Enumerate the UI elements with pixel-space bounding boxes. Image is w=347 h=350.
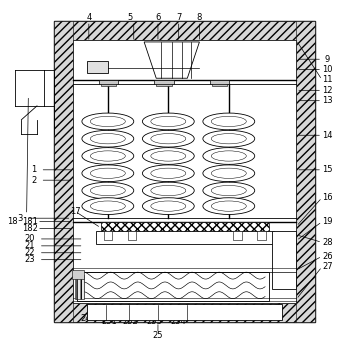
Ellipse shape xyxy=(211,186,246,196)
Text: 4: 4 xyxy=(86,13,92,22)
Ellipse shape xyxy=(82,182,134,199)
Ellipse shape xyxy=(82,198,134,215)
Bar xyxy=(210,80,229,84)
Text: 13: 13 xyxy=(322,96,333,105)
Bar xyxy=(87,61,108,73)
Bar xyxy=(212,84,227,86)
Ellipse shape xyxy=(203,130,255,147)
Text: 3: 3 xyxy=(17,214,23,223)
Text: 8: 8 xyxy=(197,13,202,22)
Bar xyxy=(54,21,73,322)
Text: 2: 2 xyxy=(31,176,36,185)
Text: 253: 253 xyxy=(146,317,162,327)
Ellipse shape xyxy=(90,186,125,196)
Bar xyxy=(54,21,315,40)
Ellipse shape xyxy=(151,134,186,144)
Text: 254: 254 xyxy=(171,317,187,327)
Bar xyxy=(257,231,266,240)
Text: 24: 24 xyxy=(80,314,91,323)
Ellipse shape xyxy=(82,130,134,147)
Ellipse shape xyxy=(151,116,186,127)
Text: 181: 181 xyxy=(22,217,38,226)
Text: 12: 12 xyxy=(322,86,332,95)
Text: 19: 19 xyxy=(322,217,332,226)
Ellipse shape xyxy=(151,186,186,196)
Ellipse shape xyxy=(151,151,186,161)
Text: 10: 10 xyxy=(322,65,332,74)
Text: 7: 7 xyxy=(176,13,181,22)
Bar xyxy=(272,231,296,289)
Ellipse shape xyxy=(211,116,246,127)
Ellipse shape xyxy=(203,148,255,164)
Bar xyxy=(296,21,315,322)
Ellipse shape xyxy=(211,134,246,144)
Ellipse shape xyxy=(90,116,125,127)
Ellipse shape xyxy=(142,113,194,130)
Ellipse shape xyxy=(211,168,246,178)
Text: 29: 29 xyxy=(229,314,239,323)
Ellipse shape xyxy=(211,151,246,161)
Bar xyxy=(71,270,84,279)
Text: 28: 28 xyxy=(322,238,333,247)
Bar xyxy=(233,231,242,240)
Bar xyxy=(128,231,136,240)
Polygon shape xyxy=(144,42,200,78)
Text: 6: 6 xyxy=(155,13,161,22)
Ellipse shape xyxy=(90,151,125,161)
Text: 27: 27 xyxy=(322,262,333,271)
Ellipse shape xyxy=(90,201,125,211)
Text: 15: 15 xyxy=(322,165,332,174)
Ellipse shape xyxy=(82,148,134,164)
Text: 14: 14 xyxy=(322,131,332,140)
Bar xyxy=(96,231,274,244)
Text: 5: 5 xyxy=(128,13,133,22)
Ellipse shape xyxy=(90,134,125,144)
Text: 251: 251 xyxy=(102,317,117,327)
Ellipse shape xyxy=(142,130,194,147)
Text: 17: 17 xyxy=(70,207,80,216)
Bar xyxy=(156,84,172,86)
Bar xyxy=(54,21,315,322)
Ellipse shape xyxy=(142,182,194,199)
Text: 182: 182 xyxy=(22,224,38,233)
Ellipse shape xyxy=(82,113,134,130)
Bar xyxy=(77,272,269,301)
Ellipse shape xyxy=(203,113,255,130)
Text: 16: 16 xyxy=(322,193,333,202)
Text: 22: 22 xyxy=(25,248,35,257)
Ellipse shape xyxy=(142,198,194,215)
Text: 20: 20 xyxy=(25,234,35,244)
Text: 25: 25 xyxy=(153,331,163,340)
Bar xyxy=(101,84,117,86)
Ellipse shape xyxy=(203,198,255,215)
Ellipse shape xyxy=(151,168,186,178)
Ellipse shape xyxy=(211,201,246,211)
Text: 21: 21 xyxy=(25,241,35,250)
Bar xyxy=(87,304,282,320)
Bar xyxy=(75,275,84,299)
Ellipse shape xyxy=(203,165,255,182)
Ellipse shape xyxy=(151,201,186,211)
Bar xyxy=(54,303,315,322)
Bar xyxy=(101,222,269,231)
Bar xyxy=(104,231,112,240)
Text: 11: 11 xyxy=(322,76,332,84)
Ellipse shape xyxy=(203,182,255,199)
Bar xyxy=(73,40,296,303)
Ellipse shape xyxy=(90,168,125,178)
Text: 1: 1 xyxy=(31,165,36,174)
Ellipse shape xyxy=(82,165,134,182)
Text: 26: 26 xyxy=(322,252,333,261)
Text: 252: 252 xyxy=(122,317,138,327)
Ellipse shape xyxy=(142,148,194,164)
Text: 23: 23 xyxy=(25,255,35,264)
Bar xyxy=(154,80,174,84)
Text: 18: 18 xyxy=(8,217,18,226)
Ellipse shape xyxy=(142,165,194,182)
Text: 9: 9 xyxy=(325,55,330,64)
Bar xyxy=(99,80,118,84)
